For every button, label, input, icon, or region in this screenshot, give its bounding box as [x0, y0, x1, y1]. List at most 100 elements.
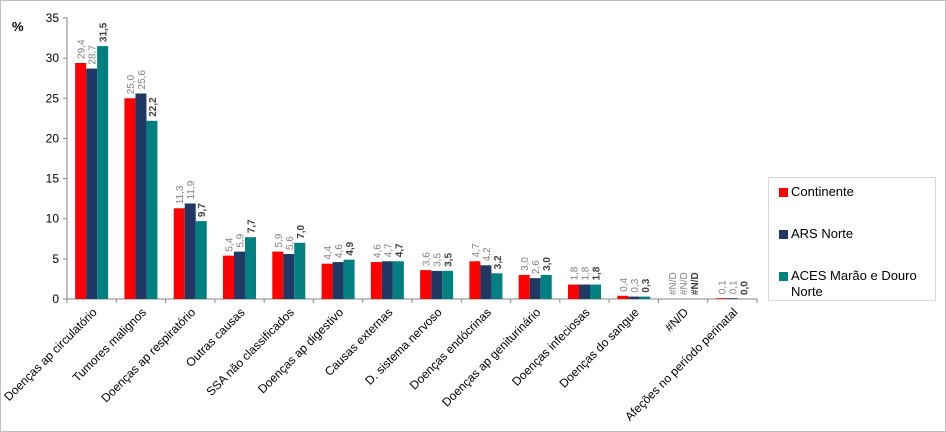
data-label: 29,4 — [77, 39, 88, 59]
y-tick-label: 10 — [46, 212, 60, 226]
data-label: #N/D — [690, 272, 701, 295]
legend-item-continente: Continente — [779, 184, 941, 200]
data-label: 4,9 — [345, 241, 356, 255]
legend-item-ars-norte: ARS Norte — [779, 226, 941, 242]
data-label: 4,7 — [394, 243, 405, 257]
x-tick-label: Doenças ap circulatório — [1, 305, 100, 404]
value-labels: 29,4 28,731,5 25,0 25,622,2 11,3 11,99,7 5,4 5,… — [77, 22, 751, 295]
data-label: 11,3 — [175, 185, 186, 204]
data-label: 7,0 — [296, 224, 307, 238]
y-axis: 0 5 10 15 20 25 30 35 — [46, 11, 68, 306]
bar — [480, 265, 492, 299]
bar — [321, 263, 333, 299]
bar — [431, 270, 443, 299]
x-tick-label: Doenças ap digestivo — [255, 305, 346, 396]
data-label: 1,8 — [570, 266, 581, 280]
bar — [223, 255, 234, 299]
data-label: 5,4 — [225, 237, 236, 251]
bar — [381, 261, 393, 299]
legend-label: Continente — [791, 184, 854, 199]
x-axis — [66, 298, 758, 303]
bar — [135, 93, 147, 300]
data-label: 0,3 — [641, 278, 652, 292]
bar — [195, 221, 207, 299]
bar — [420, 270, 432, 299]
bar — [332, 262, 344, 299]
legend-label: ACES Marão e Douro Norte — [791, 268, 917, 299]
bar — [540, 274, 552, 299]
data-label: 25,0 — [126, 74, 137, 94]
data-label: 22,2 — [148, 97, 159, 117]
bar — [726, 298, 738, 299]
data-label: 7,7 — [247, 219, 258, 233]
bar — [370, 262, 382, 299]
data-label: 3,0 — [520, 257, 531, 271]
data-label: 4,6 — [334, 244, 345, 258]
data-label: 4,7 — [383, 243, 394, 257]
data-label: 9,7 — [197, 203, 208, 217]
bar — [124, 98, 136, 300]
y-tick-label: 20 — [46, 131, 60, 145]
bar — [469, 261, 481, 299]
legend-swatch-continente — [779, 188, 788, 197]
bar — [529, 278, 541, 299]
x-tick-label: Doenças ap respiratório — [98, 305, 198, 405]
x-tick-label: #N/D — [662, 305, 691, 334]
bar — [715, 298, 727, 299]
data-label: 3,6 — [422, 252, 433, 266]
bars — [75, 46, 738, 300]
data-label: 3,5 — [433, 253, 444, 267]
data-label: #N/D — [668, 272, 679, 295]
data-label: #N/D — [679, 272, 690, 295]
bar — [245, 237, 256, 299]
bar — [272, 251, 284, 299]
bar — [97, 46, 109, 299]
bar — [442, 270, 454, 299]
data-label: 4,2 — [482, 247, 493, 261]
bar — [184, 203, 196, 299]
bar — [75, 62, 87, 300]
data-label: 28,7 — [88, 45, 99, 65]
y-tick-label: 35 — [46, 11, 60, 25]
data-label: 0,3 — [630, 278, 641, 292]
data-label: 0,0 — [739, 281, 750, 295]
data-label: 4,7 — [471, 243, 482, 257]
data-label: 2,6 — [531, 260, 542, 274]
bar — [639, 296, 651, 299]
bar — [568, 284, 579, 299]
data-label: 0,4 — [619, 277, 630, 291]
data-label: 0,1 — [717, 280, 728, 294]
legend: Continente ARS Norte ACES Marão e Douro … — [768, 177, 936, 301]
y-tick-label: 30 — [46, 51, 60, 65]
data-label: 11,9 — [186, 180, 197, 199]
y-tick-label: 5 — [52, 252, 59, 266]
bar — [392, 261, 404, 299]
bar — [173, 208, 185, 299]
data-label: 3,0 — [542, 257, 553, 271]
y-tick-label: 0 — [52, 292, 59, 306]
bar — [590, 284, 601, 299]
data-label: 5,6 — [285, 236, 296, 250]
bar — [86, 68, 98, 299]
data-label: 25,6 — [137, 70, 148, 90]
legend-swatch-ars-norte — [779, 230, 788, 239]
bar — [294, 242, 306, 299]
legend-item-aces: ACES Marão e Douro Norte — [779, 268, 941, 300]
bar — [146, 120, 158, 299]
bar — [628, 296, 640, 299]
data-label: 4,4 — [323, 245, 334, 259]
bar — [579, 284, 590, 299]
data-label: 5,9 — [274, 233, 285, 247]
bar — [518, 274, 530, 299]
y-axis-label: % — [12, 19, 24, 34]
data-label: 3,2 — [493, 255, 504, 269]
bar — [343, 259, 355, 299]
x-tick-label: SSA não classificados — [204, 305, 297, 398]
bar — [491, 273, 503, 299]
x-tick-label: Doenças ap geniturinário — [439, 305, 543, 409]
y-tick-label: 25 — [46, 91, 60, 105]
data-label: 31,5 — [99, 22, 110, 42]
